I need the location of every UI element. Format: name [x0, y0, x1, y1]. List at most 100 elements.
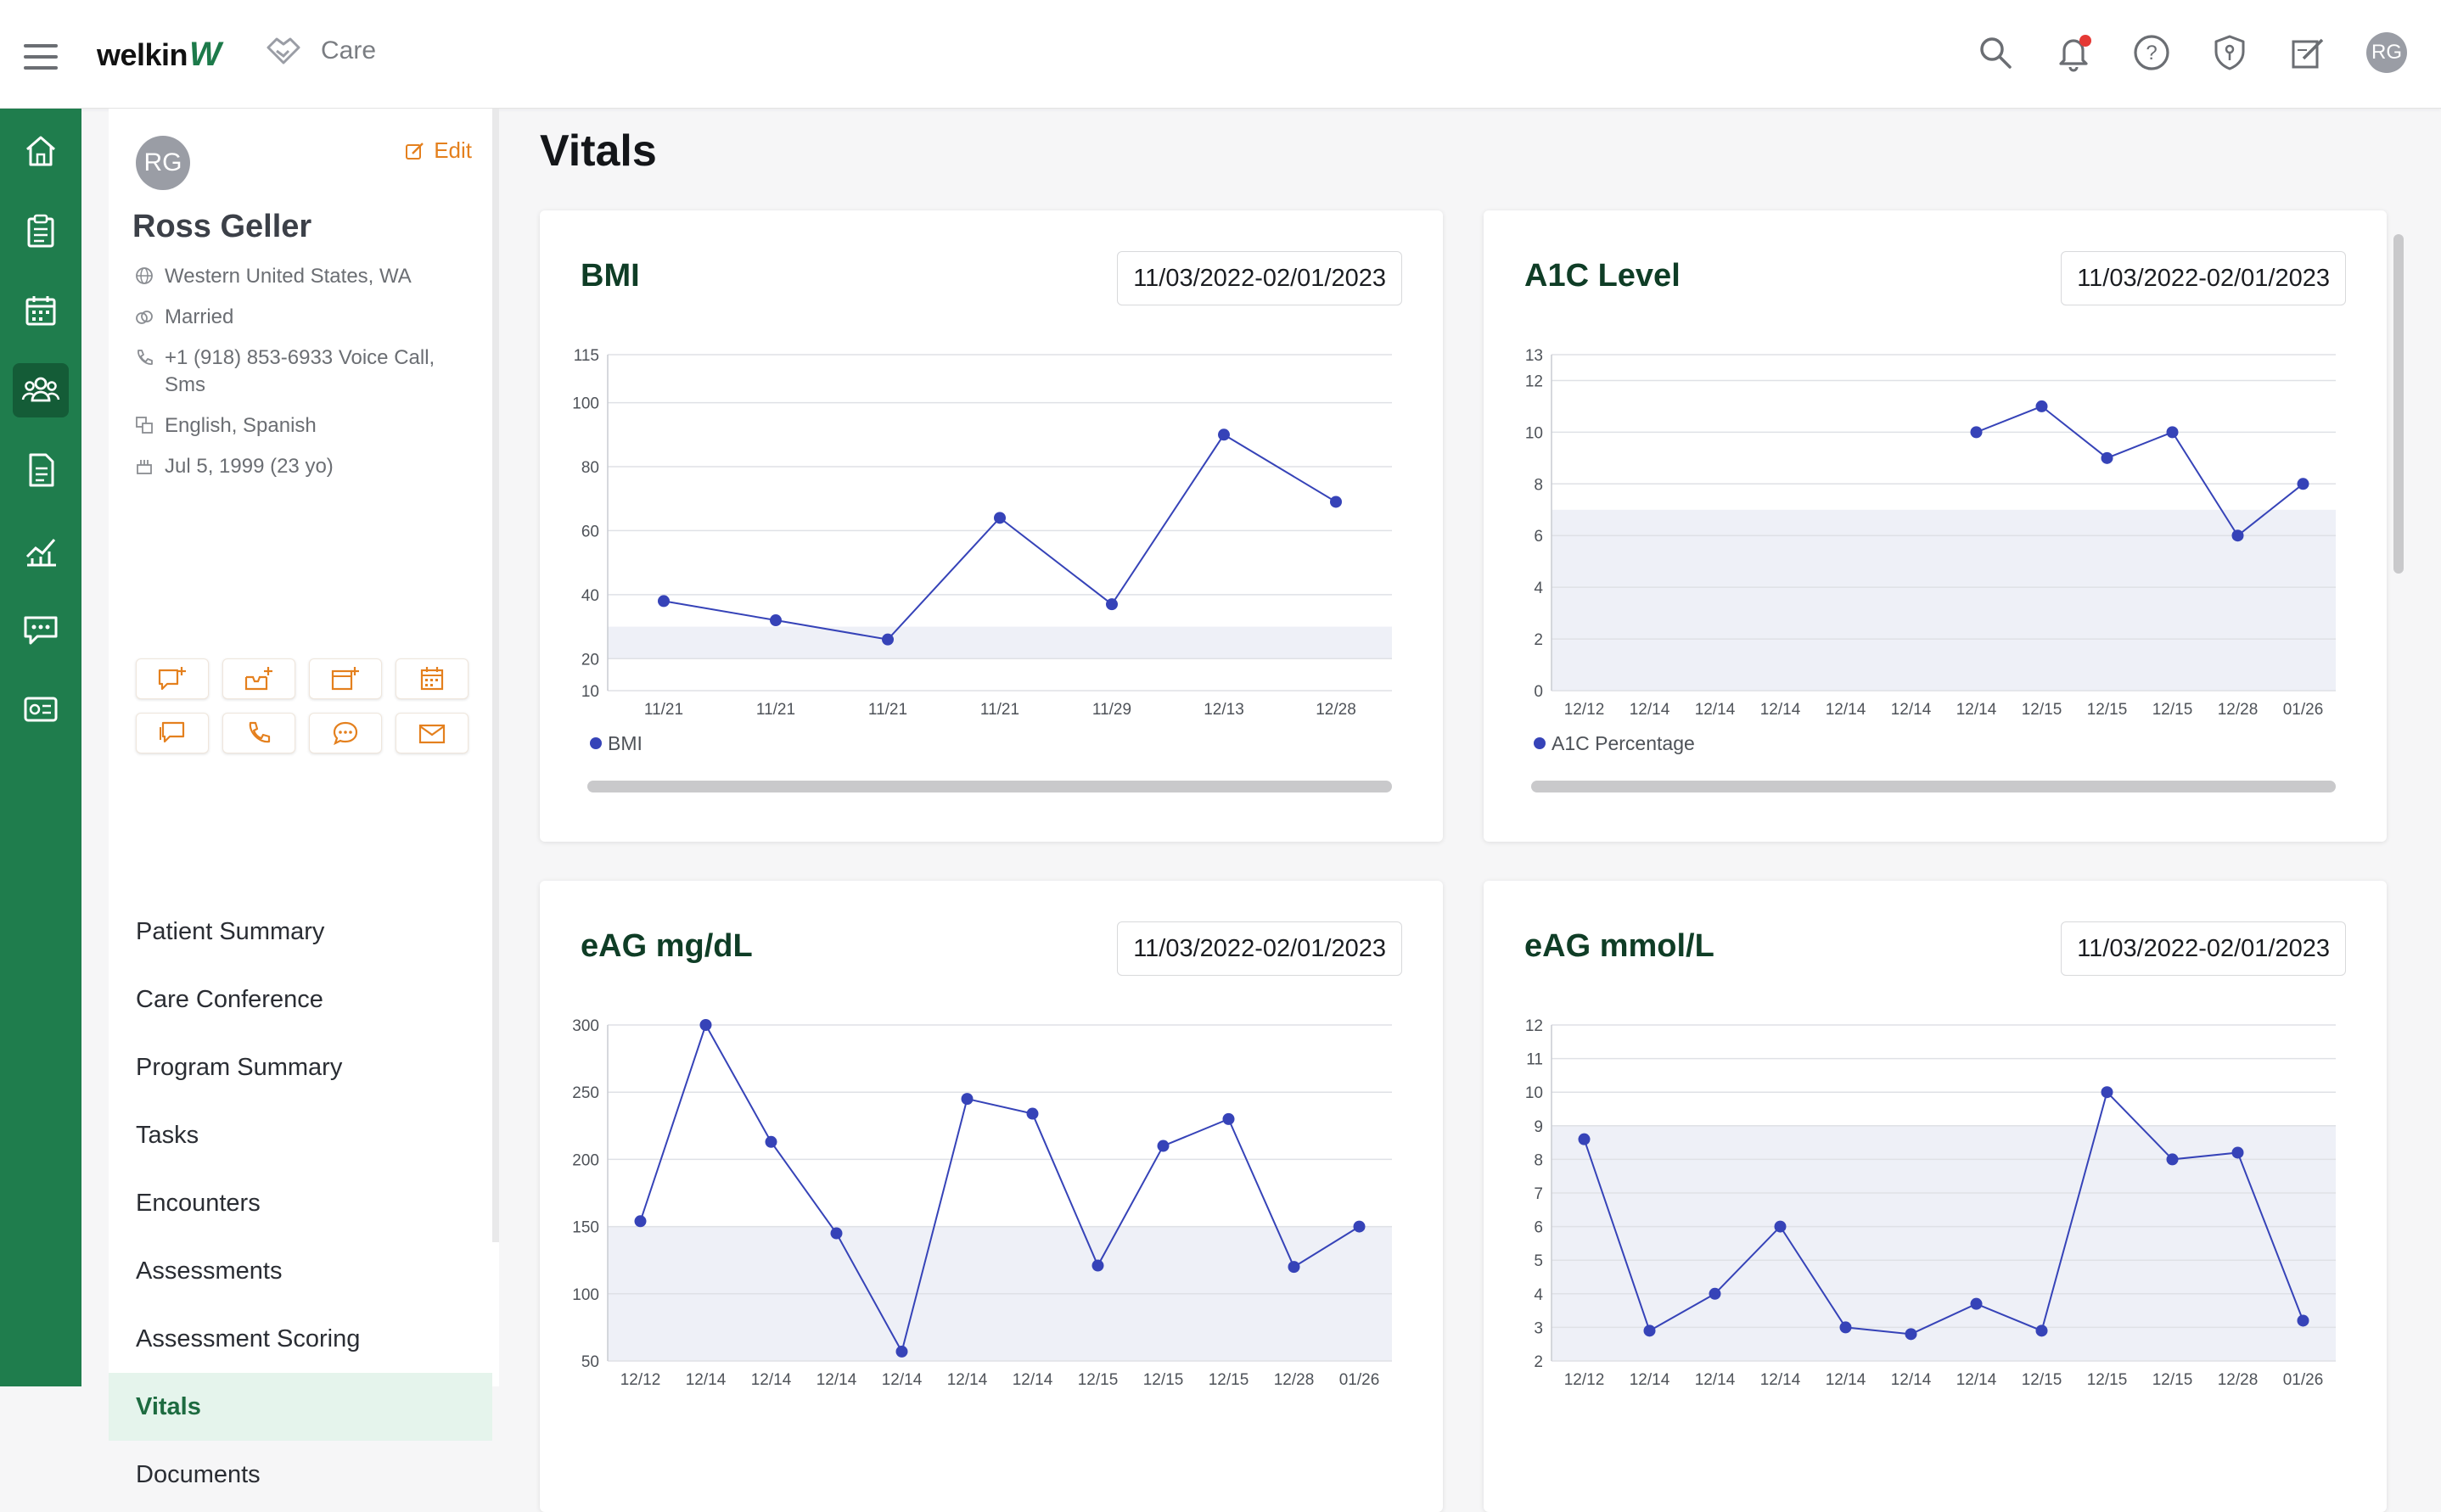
- legend-label: A1C Percentage: [1552, 732, 1695, 754]
- sms-icon: [333, 721, 358, 746]
- menu-tasks[interactable]: Tasks: [136, 1121, 199, 1149]
- patient-name: Ross Geller: [132, 209, 312, 244]
- date-range-button[interactable]: 11/03/2022-02/01/2023: [1117, 251, 1402, 305]
- date-range-button[interactable]: 11/03/2022-02/01/2023: [2061, 921, 2346, 976]
- data-point: [1353, 1220, 1366, 1233]
- y-tick-label: 12: [1525, 372, 1543, 390]
- menu-encounters[interactable]: Encounters: [136, 1189, 261, 1217]
- data-point: [895, 1345, 908, 1358]
- sms-button[interactable]: [309, 713, 382, 753]
- data-point: [994, 512, 1006, 524]
- menu-care-conference[interactable]: Care Conference: [136, 985, 323, 1013]
- hamburger-menu-icon[interactable]: [24, 44, 58, 70]
- add-event-button[interactable]: [309, 658, 382, 699]
- phone-icon: [249, 721, 271, 743]
- search-icon[interactable]: [1976, 33, 2015, 72]
- welkin-logo[interactable]: welkin W: [97, 36, 222, 74]
- y-tick-label: 10: [1525, 424, 1543, 442]
- shield-key-icon[interactable]: [2210, 33, 2249, 72]
- data-point: [1218, 428, 1230, 441]
- quick-actions: [136, 658, 469, 753]
- data-point: [1709, 1287, 1721, 1300]
- schedule-button[interactable]: [396, 658, 469, 699]
- module-switcher[interactable]: Care: [265, 34, 376, 68]
- chart-title: eAG mmol/L: [1524, 928, 1714, 964]
- a1c-chart: 0 2 4 6 8 10 12 13 12/12 12/14 12/14 12/14 12/14 12/1…: [1525, 347, 2336, 754]
- edit-button[interactable]: Edit: [405, 137, 472, 164]
- x-tick-label: 12/13: [1204, 701, 1244, 719]
- y-tick-label: 2: [1534, 631, 1543, 649]
- compose-icon[interactable]: [2288, 33, 2327, 72]
- data-point: [2231, 529, 2244, 542]
- data-point: [1330, 496, 1342, 508]
- call-button[interactable]: [222, 713, 295, 753]
- x-tick-label: 12/14: [1891, 1371, 1932, 1389]
- y-tick-label: 12: [1525, 1017, 1543, 1035]
- data-point: [1091, 1259, 1104, 1272]
- chat-button[interactable]: [136, 713, 209, 753]
- dob-text: Jul 5, 1999 (23 yo): [165, 455, 334, 478]
- edit-label: Edit: [434, 137, 472, 163]
- add-inbox-button[interactable]: [222, 658, 295, 699]
- notification-bell-icon[interactable]: [2054, 33, 2093, 72]
- date-range-button[interactable]: 11/03/2022-02/01/2023: [1117, 921, 1402, 976]
- data-point: [830, 1227, 843, 1240]
- page-scrollbar[interactable]: [2393, 234, 2404, 574]
- x-tick-label: 01/26: [1339, 1371, 1380, 1389]
- y-tick-label: 2: [1534, 1353, 1543, 1371]
- nav-home-icon[interactable]: [13, 124, 69, 178]
- rings-icon: [134, 304, 154, 331]
- legend-marker: [590, 737, 602, 749]
- x-tick-label: 11/21: [868, 701, 907, 719]
- nav-tasks-icon[interactable]: [13, 204, 69, 258]
- data-point: [699, 1019, 712, 1031]
- phone-text[interactable]: +1 (918) 853-6933 Voice Call, Sms: [165, 346, 435, 396]
- email-button[interactable]: [396, 713, 469, 753]
- nav-patients-icon[interactable]: [13, 363, 69, 417]
- data-point: [1157, 1140, 1170, 1152]
- page-title: Vitals: [540, 126, 657, 176]
- y-tick-label: 10: [1525, 1084, 1543, 1102]
- nav-messages-icon[interactable]: [13, 602, 69, 657]
- y-tick-label: 6: [1534, 1219, 1543, 1237]
- y-tick-label: 10: [581, 683, 599, 701]
- location-row: Western United States, WA: [134, 263, 474, 290]
- x-tick-label: 12/15: [2022, 701, 2062, 719]
- x-tick-label: 12/12: [1564, 1371, 1605, 1389]
- y-tick-label: 0: [1534, 683, 1543, 701]
- panel-scrollbar[interactable]: [492, 109, 499, 1242]
- add-comment-icon: [158, 667, 186, 691]
- x-tick-label: 12/14: [686, 1371, 727, 1389]
- menu-patient-summary[interactable]: Patient Summary: [136, 917, 325, 945]
- x-tick-label: 01/26: [2283, 701, 2324, 719]
- a1c-card: A1C Level 11/03/2022-02/01/2023 0 2 4 6 8 10 1…: [1484, 210, 2387, 842]
- x-tick-label: 12/28: [2218, 701, 2259, 719]
- x-tick-label: 12/15: [2022, 1371, 2062, 1389]
- menu-program-summary[interactable]: Program Summary: [136, 1053, 343, 1081]
- y-tick-label: 250: [572, 1084, 599, 1102]
- x-tick-label: 12/14: [1630, 701, 1670, 719]
- nav-id-card-icon[interactable]: [13, 682, 69, 736]
- data-point: [1106, 598, 1118, 611]
- y-tick-label: 80: [581, 459, 599, 477]
- nav-analytics-icon[interactable]: [13, 523, 69, 577]
- menu-vitals[interactable]: Vitals: [109, 1373, 492, 1441]
- languages-row: English, Spanish: [134, 412, 474, 440]
- menu-assessments[interactable]: Assessments: [136, 1257, 283, 1285]
- add-comment-button[interactable]: [136, 658, 209, 699]
- help-icon[interactable]: ?: [2132, 33, 2171, 72]
- date-range-button[interactable]: 11/03/2022-02/01/2023: [2061, 251, 2346, 305]
- chart-horizontal-scrollbar[interactable]: [587, 781, 1392, 792]
- translate-icon: [134, 412, 154, 440]
- nav-documents-icon[interactable]: [13, 443, 69, 497]
- chart-horizontal-scrollbar[interactable]: [1531, 781, 2336, 792]
- nav-calendar-icon[interactable]: [13, 283, 69, 338]
- data-point: [2035, 1324, 2048, 1337]
- chart-title: eAG mg/dL: [581, 928, 753, 964]
- data-point: [1026, 1107, 1039, 1120]
- user-avatar[interactable]: RG: [2366, 32, 2407, 73]
- data-point: [2101, 451, 2113, 464]
- menu-documents[interactable]: Documents: [136, 1460, 261, 1488]
- patient-panel: RG Edit Ross Geller Western United State…: [109, 109, 499, 1488]
- menu-assessment-scoring[interactable]: Assessment Scoring: [136, 1324, 361, 1352]
